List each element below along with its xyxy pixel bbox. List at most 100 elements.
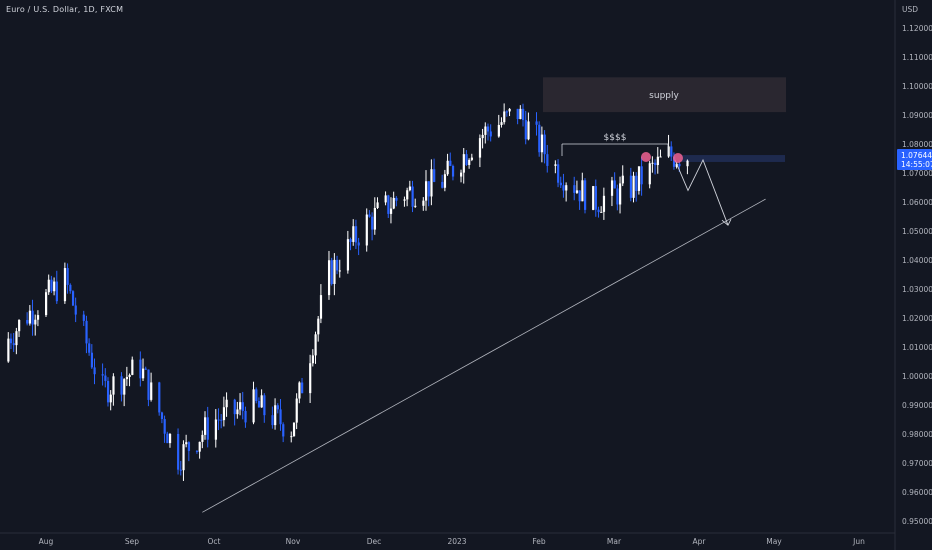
candle-body [139,359,142,379]
candle-body [45,292,48,316]
candle-body [201,434,204,442]
candle-body [460,172,463,177]
candle-body [255,389,258,402]
candle-body [292,422,296,437]
price-tick-label: 0.99000 [902,401,932,410]
candle-body [516,108,519,119]
time-tick-label: Dec [367,537,382,546]
candle-body [47,279,50,293]
candle-body [28,310,32,324]
candle-body [635,175,638,191]
candle-body [632,175,635,198]
supply-label: supply [649,91,679,101]
time-tick-label: Mar [607,537,622,546]
candle-body [354,226,358,243]
candle-body [66,268,69,285]
candle-body [637,166,641,191]
candle-body [233,399,236,415]
candle-body [71,291,75,306]
price-axis[interactable]: USD 1.12000 1.11000 1.10000 1.09000 1.08000 1.… [894,0,932,550]
candle-body [147,369,150,400]
time-tick-label: Aug [39,537,54,546]
candle-body [629,175,633,198]
candle-body [177,433,180,470]
candle-body [592,186,595,210]
candles-group [7,103,689,481]
candle-body [85,320,88,344]
candle-body [90,352,94,368]
candle-body [311,355,315,364]
candle-body [406,190,409,200]
candle-body [349,239,352,242]
candle-body [204,417,207,435]
time-tick-label: Sep [125,537,139,546]
supply-zone[interactable] [543,77,786,113]
candle-body [667,146,670,157]
candle-body [468,159,471,165]
candle-body [290,436,293,438]
candle-body [333,259,336,284]
candle-body [651,162,654,164]
candle-body [656,156,659,166]
price-tick-label: 1.03000 [902,285,932,294]
candle-body [554,164,557,166]
price-tick-label: 1.06000 [902,198,932,207]
candle-body [26,320,29,324]
time-tick-label: Jun [852,537,865,546]
demand-zone[interactable] [680,155,785,162]
candle-body [408,186,412,191]
candle-body [414,205,417,207]
candle-body [578,190,581,202]
candle-body [69,284,72,292]
price-tick-label: 1.11000 [902,53,932,62]
candle-body [50,279,53,292]
candle-body [82,314,85,321]
candle-body [562,185,565,191]
candle-body [158,382,161,413]
projection-path[interactable] [674,158,729,226]
candle-body [220,419,223,421]
time-axis[interactable]: Aug Sep Oct Nov Dec 2023 Feb Mar Apr May Jun [0,532,895,546]
candle-body [675,163,678,167]
candle-body [346,239,350,271]
candle-body [594,186,597,210]
candle-body [484,126,487,135]
candle-body [575,190,579,193]
candle-body [239,402,242,410]
candle-body [357,242,360,246]
marker-circle [641,152,651,162]
candle-body [330,260,333,284]
liquidity-label: $$$$ [604,133,627,143]
candle-body [613,180,616,189]
candle-body [527,121,530,140]
candle-body [317,318,320,335]
candle-body [314,334,317,356]
candle-body [486,126,490,132]
price-tick-label: 1.08000 [902,140,932,149]
candle-body [244,410,247,423]
price-tick-label: 1.04000 [902,256,932,265]
candle-body [206,417,209,440]
candle-body [295,398,298,423]
price-tick-label: 1.05000 [902,227,932,236]
candle-body [274,405,277,426]
candle-body [142,368,145,379]
trendline[interactable] [202,198,766,513]
candle-body [597,209,600,213]
candle-body [336,259,339,271]
price-tick-label: 0.95000 [902,517,932,526]
candle-body [619,183,622,205]
candle-body [150,382,153,400]
candle-body [395,197,398,201]
candle-body [581,180,584,202]
candle-body [505,111,509,113]
candle-body [616,188,619,205]
candle-body [144,368,147,370]
price-tick-label: 1.01000 [902,343,932,352]
price-tick-label: 1.09000 [902,111,932,120]
candle-body [282,424,285,437]
candle-body [522,108,525,121]
candle-body [179,469,182,471]
price-tick-label: 0.98000 [902,430,932,439]
